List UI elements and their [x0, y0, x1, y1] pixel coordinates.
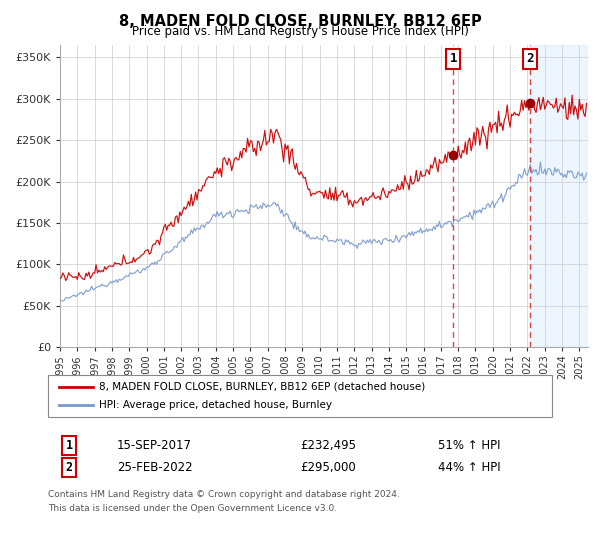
Text: £232,495: £232,495 — [300, 438, 356, 452]
Text: 1: 1 — [65, 438, 73, 452]
Text: 2: 2 — [526, 53, 534, 66]
Text: HPI: Average price, detached house, Burnley: HPI: Average price, detached house, Burn… — [99, 400, 332, 410]
Text: Contains HM Land Registry data © Crown copyright and database right 2024.: Contains HM Land Registry data © Crown c… — [48, 490, 400, 499]
Text: £295,000: £295,000 — [300, 461, 356, 474]
Text: 15-SEP-2017: 15-SEP-2017 — [117, 438, 192, 452]
Bar — [530, 45, 587, 347]
Text: 1: 1 — [449, 53, 457, 66]
Text: 44% ↑ HPI: 44% ↑ HPI — [438, 461, 500, 474]
Text: 8, MADEN FOLD CLOSE, BURNLEY, BB12 6EP (detached house): 8, MADEN FOLD CLOSE, BURNLEY, BB12 6EP (… — [99, 382, 425, 392]
Text: 25-FEB-2022: 25-FEB-2022 — [117, 461, 193, 474]
Text: 2: 2 — [65, 461, 73, 474]
Text: Price paid vs. HM Land Registry's House Price Index (HPI): Price paid vs. HM Land Registry's House … — [131, 25, 469, 38]
Text: 51% ↑ HPI: 51% ↑ HPI — [438, 438, 500, 452]
Text: This data is licensed under the Open Government Licence v3.0.: This data is licensed under the Open Gov… — [48, 504, 337, 513]
Text: 8, MADEN FOLD CLOSE, BURNLEY, BB12 6EP: 8, MADEN FOLD CLOSE, BURNLEY, BB12 6EP — [119, 14, 481, 29]
